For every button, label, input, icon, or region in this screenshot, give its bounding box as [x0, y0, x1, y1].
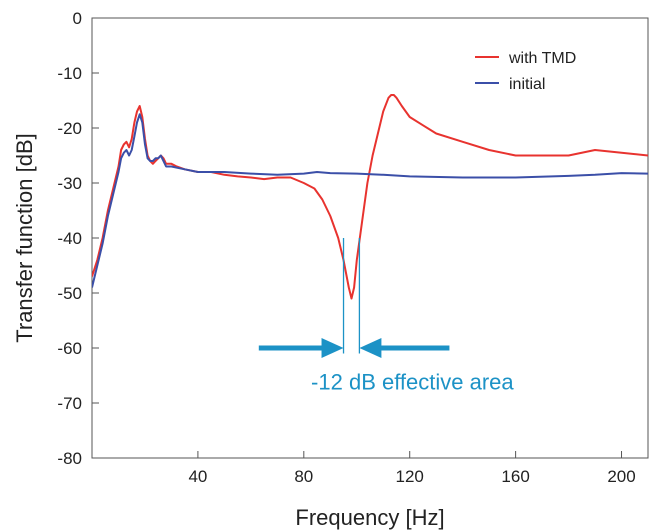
y-tick-label: -10 — [57, 64, 82, 83]
x-tick-label: 120 — [396, 467, 424, 486]
left-arrow — [258, 338, 344, 358]
annotation-group: -12 dB effective area — [258, 238, 514, 394]
x-tick-label: 200 — [607, 467, 635, 486]
y-tick-label: -60 — [57, 339, 82, 358]
y-axis-title: Transfer function [dB] — [12, 133, 37, 343]
legend-label: initial — [509, 76, 545, 93]
legend: with TMD initial — [475, 50, 576, 93]
x-tick-label: 80 — [294, 467, 313, 486]
x-tick-label: 40 — [188, 467, 207, 486]
y-tick-label: -40 — [57, 229, 82, 248]
legend-label: with TMD — [508, 50, 576, 67]
series-line-initial — [92, 113, 648, 288]
y-tick-label: -70 — [57, 394, 82, 413]
right-arrow — [359, 338, 450, 358]
y-tick-label: 0 — [73, 9, 82, 28]
y-axis-ticks: 0 -10 -20 -30 -40 -50 -60 -70 -80 — [57, 9, 99, 468]
x-axis-title: Frequency [Hz] — [295, 505, 444, 530]
y-tick-label: -50 — [57, 284, 82, 303]
series-line-with-tmd — [92, 94, 648, 300]
x-tick-label: 160 — [501, 467, 529, 486]
series-group — [92, 94, 648, 300]
y-tick-label: -20 — [57, 119, 82, 138]
y-tick-label: -30 — [57, 174, 82, 193]
x-axis-ticks: 40 80 120 160 200 — [188, 451, 636, 486]
y-tick-label: -80 — [57, 449, 82, 468]
effective-area-label: -12 dB effective area — [311, 369, 514, 394]
